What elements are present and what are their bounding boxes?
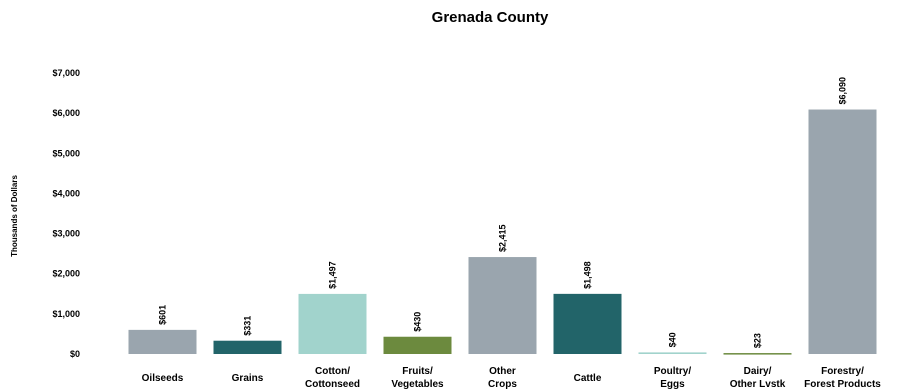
data-labels: $601 $331 $1,497 $430 $2,415 $1,498 $40 $23 $6,0… [158,77,848,348]
x-tick-label: Cotton/Cottonseed [305,366,360,390]
bar [553,293,622,354]
bar [468,257,537,354]
y-tick-label: $3,000 [52,229,80,239]
bar [383,336,452,354]
x-tick-label: Dairy/Other Lvstk [730,366,786,390]
x-tick-label: Poultry/Eggs [654,366,691,390]
y-tick-label: $0 [70,349,80,359]
bars [128,109,877,355]
x-axis-ticks: Oilseeds Grains Cotton/Cottonseed Fruits/Ve… [142,366,882,390]
y-tick-label: $7,000 [52,68,80,78]
x-tick-label: Fruits/Vegetables [391,366,444,390]
bar [213,340,282,354]
x-tick-label: Cattle [574,373,602,384]
data-label: $40 [668,332,678,347]
y-axis-label: Thousands of Dollars [10,175,19,257]
y-tick-label: $2,000 [52,269,80,279]
data-label: $1,498 [583,261,593,289]
data-label: $23 [753,333,763,348]
data-label: $2,415 [498,225,508,253]
data-label: $6,090 [838,77,848,105]
data-label: $1,497 [328,261,338,289]
chart-title: Grenada County [432,9,549,26]
data-label: $331 [243,316,253,336]
data-label: $601 [158,305,168,325]
x-tick-label: Grains [232,373,264,384]
bar [723,353,792,355]
data-label: $430 [413,312,423,332]
y-tick-label: $5,000 [52,148,80,158]
y-tick-label: $4,000 [52,188,80,198]
bar [128,329,197,354]
y-axis-ticks: $0 $1,000 $2,000 $3,000 $4,000 $5,000 $6,000 $7… [52,68,80,359]
bar [808,109,877,354]
x-tick-label: Forestry/Forest Products [804,366,881,390]
x-tick-label: Other Crops [488,366,517,390]
y-tick-label: $1,000 [52,309,80,319]
y-tick-label: $6,000 [52,108,80,118]
bar [638,352,707,354]
x-tick-label: Oilseeds [142,373,184,384]
bar [298,293,367,354]
